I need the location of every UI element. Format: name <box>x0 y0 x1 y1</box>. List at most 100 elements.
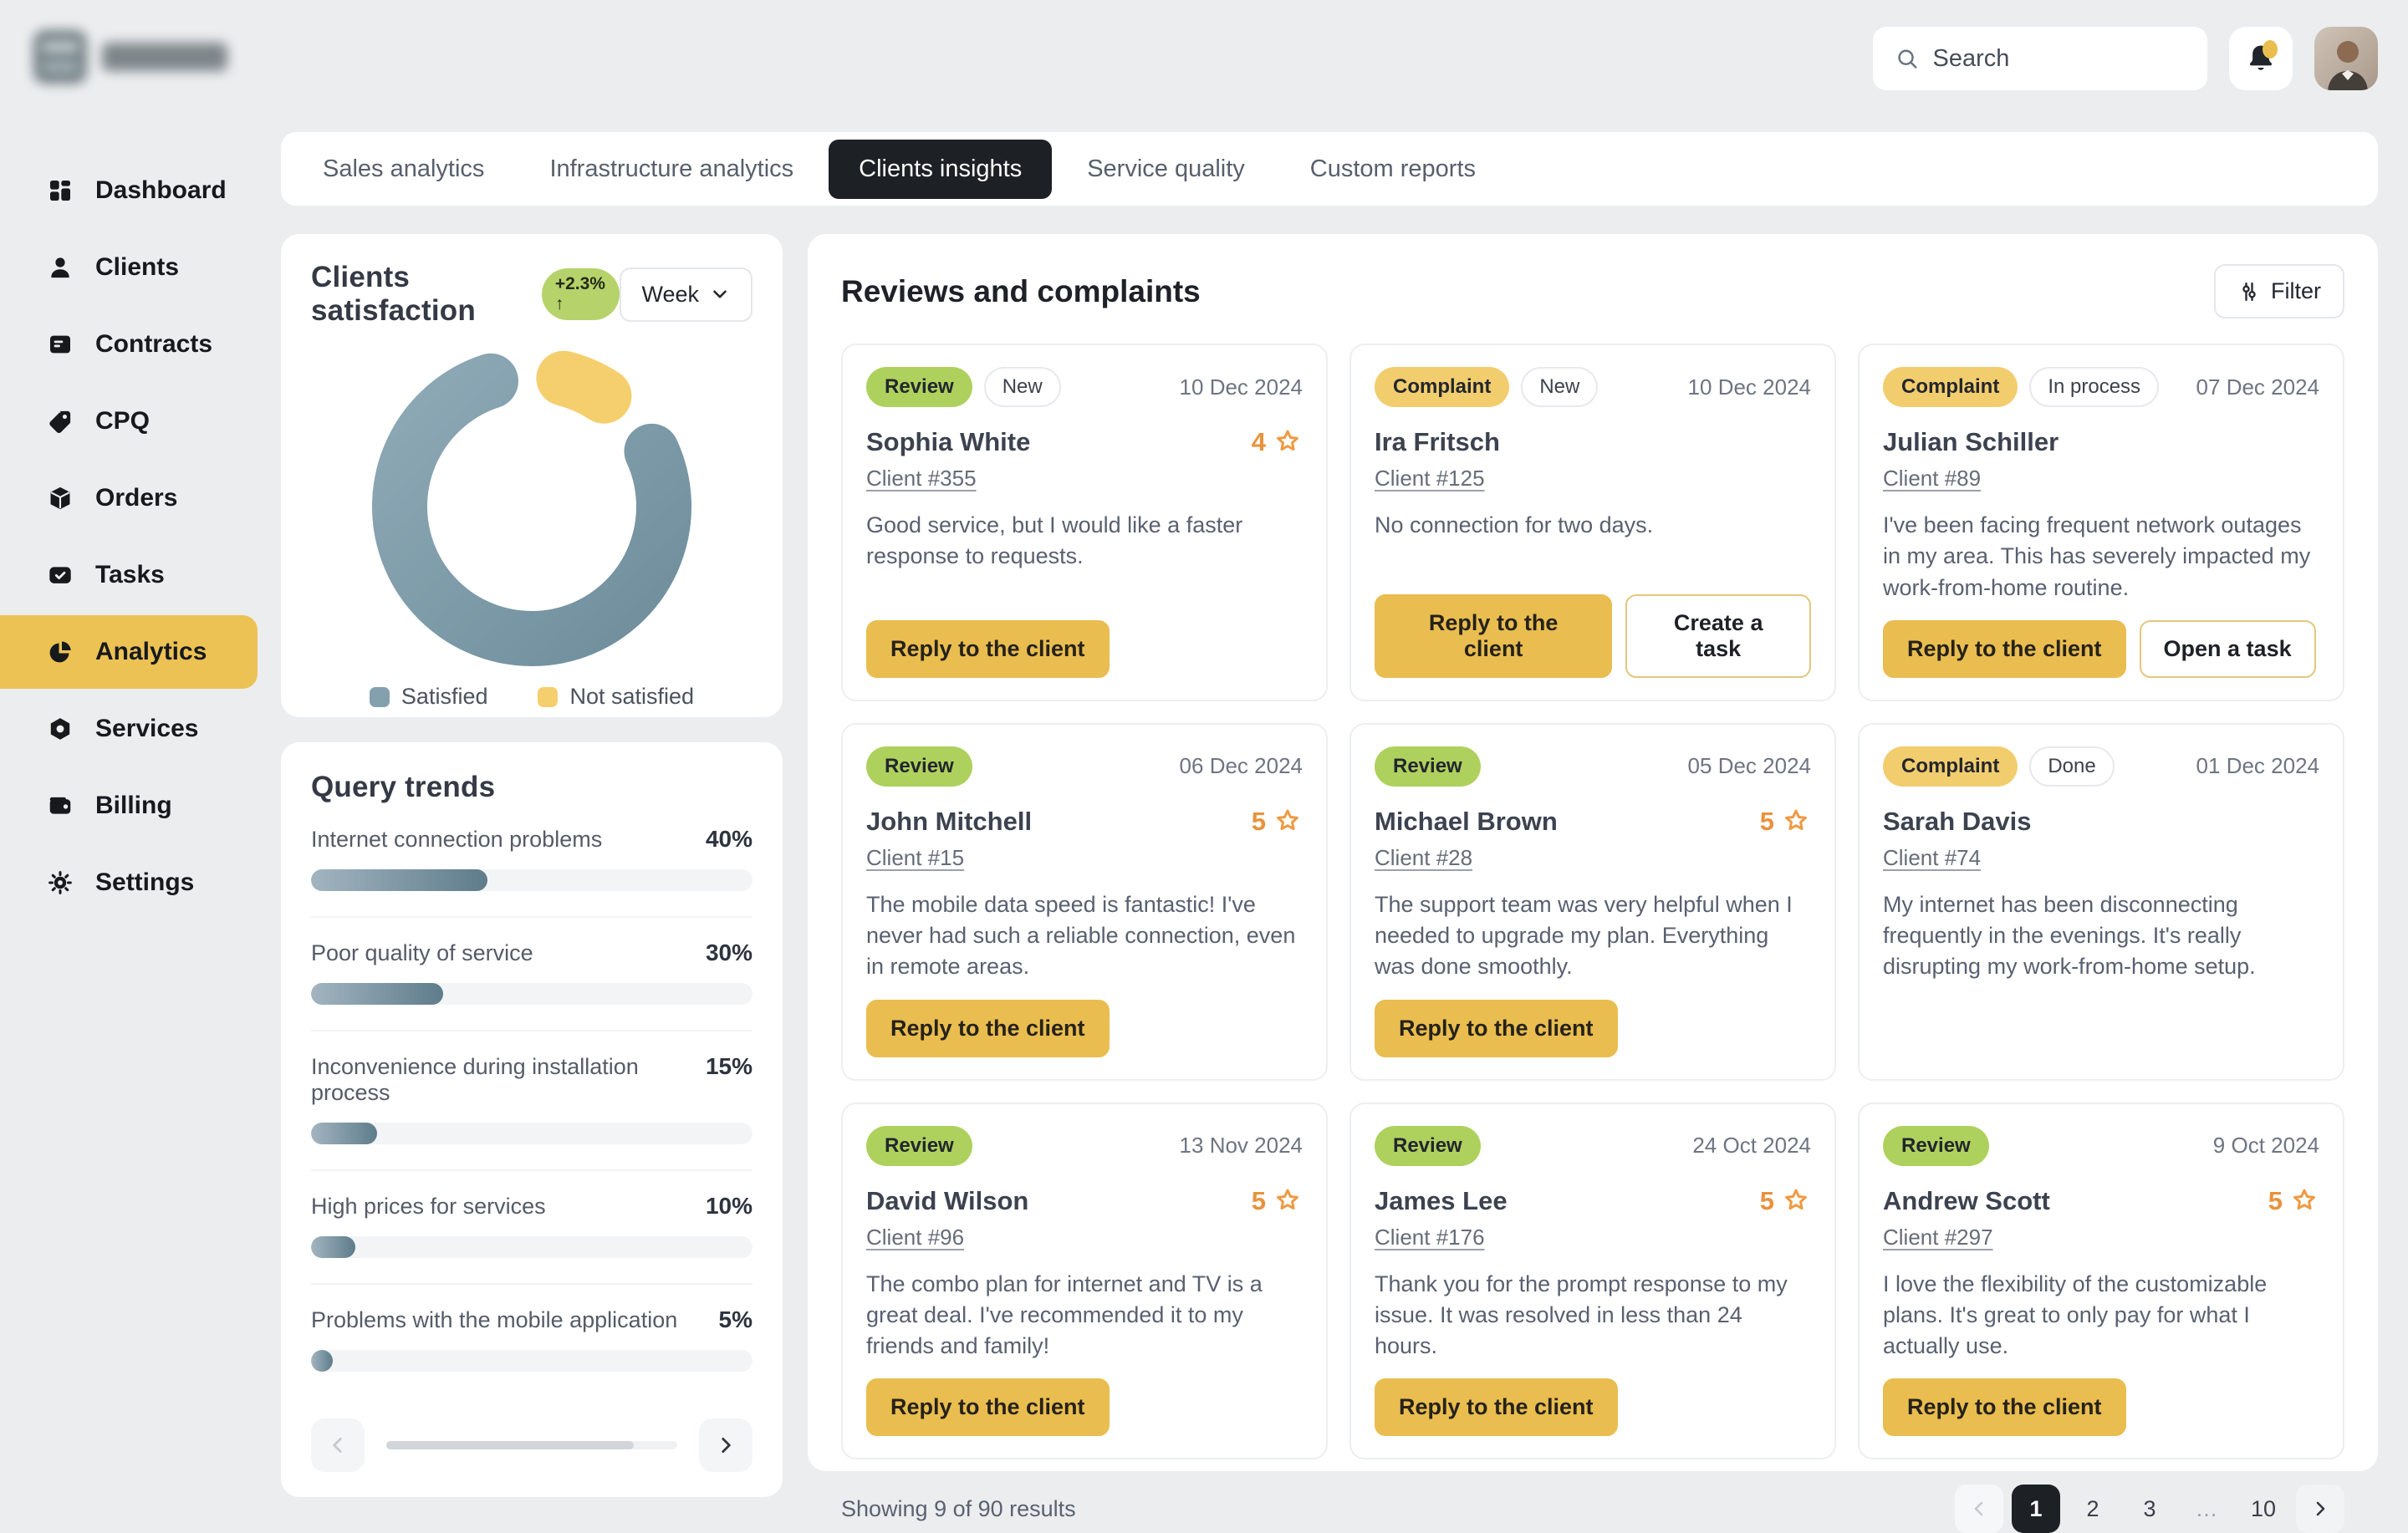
review-text: I've been facing frequent network outage… <box>1883 512 2311 600</box>
pagination: 1 2 3 … 10 <box>1955 1485 2344 1533</box>
card-date: 9 Oct 2024 <box>2212 1133 2319 1158</box>
sidebar-nav: Dashboard Clients Contracts CPQ Orders Tasks A… <box>0 152 276 921</box>
trend-value: 5% <box>718 1306 752 1332</box>
trends-carousel <box>311 1418 752 1472</box>
sidebar-item-settings[interactable]: Settings <box>0 846 276 919</box>
sidebar-item-clients[interactable]: Clients <box>0 231 276 304</box>
type-badge: Complaint <box>1883 746 2018 787</box>
brand-logo-wordmark <box>102 43 227 71</box>
reply-button[interactable]: Reply to the client <box>866 999 1110 1057</box>
reply-button[interactable]: Reply to the client <box>1375 1378 1618 1437</box>
tab-clients-insights[interactable]: Clients insights <box>829 139 1053 199</box>
trend-row: Inconvenience during installation proces… <box>311 1031 752 1171</box>
client-id-link[interactable]: Client #297 <box>1883 1224 1993 1250</box>
sidebar-item-analytics[interactable]: Analytics <box>0 615 258 689</box>
trend-value: 40% <box>705 826 752 852</box>
sidebar-item-label: Tasks <box>95 561 165 588</box>
reply-button[interactable]: Reply to the client <box>866 1378 1110 1437</box>
type-badge: Review <box>1375 746 1481 787</box>
sidebar-item-services[interactable]: Services <box>0 692 276 766</box>
client-id-link[interactable]: Client #28 <box>1375 844 1473 870</box>
reply-button[interactable]: Reply to the client <box>1375 593 1613 678</box>
review-text: The combo plan for internet and TV is a … <box>866 1271 1263 1359</box>
pagination-page-3[interactable]: 3 <box>2143 1495 2156 1521</box>
sidebar-item-label: CPQ <box>95 407 150 435</box>
create-a-task-button[interactable]: Create a task <box>1625 593 1811 678</box>
sidebar-item-billing[interactable]: Billing <box>0 769 276 843</box>
rating: 4 <box>1252 427 1303 457</box>
review-card: Review 9 Oct 2024 Andrew Scott 5 Client #297… <box>1858 1102 2344 1460</box>
rating-value: 5 <box>1251 806 1266 836</box>
reply-button[interactable]: Reply to the client <box>866 619 1110 678</box>
cpq-icon <box>47 408 74 435</box>
trend-value: 15% <box>705 1053 752 1079</box>
review-card: Review 06 Dec 2024 John Mitchell 5 Client #1… <box>841 722 1328 1081</box>
trend-bar-fill <box>311 983 444 1005</box>
pagination-page-1[interactable]: 1 <box>2012 1485 2060 1533</box>
client-id-link[interactable]: Client #74 <box>1883 844 1982 870</box>
sidebar-item-orders[interactable]: Orders <box>0 461 276 535</box>
donut-segment-not-satisfied <box>536 350 632 424</box>
chevron-left-icon <box>1974 1501 1983 1516</box>
avatar-photo <box>2314 27 2378 90</box>
carousel-prev-button[interactable] <box>311 1418 365 1472</box>
status-badge: New <box>983 367 1061 407</box>
search-input[interactable] <box>1932 44 2186 73</box>
star-icon <box>2293 1189 2315 1210</box>
trend-bar-fill <box>311 1123 378 1144</box>
query-trends-panel: Query trends Internet connection problem… <box>281 742 783 1497</box>
trend-label: Internet connection problems <box>311 827 603 852</box>
pagination-row: Showing 9 of 90 results 1 2 3 … 10 <box>841 1485 2344 1533</box>
reply-button[interactable]: Reply to the client <box>1883 619 2126 678</box>
reply-button[interactable]: Reply to the client <box>1375 999 1618 1057</box>
trend-label: Inconvenience during installation proces… <box>311 1054 639 1105</box>
sidebar: Dashboard Clients Contracts CPQ Orders Tasks A… <box>0 0 276 1505</box>
client-id-link[interactable]: Client #355 <box>866 466 977 491</box>
satisfaction-change-badge: +2.3% ↑ <box>541 268 620 320</box>
legend-item-not-satisfied: Not satisfied <box>538 684 694 710</box>
reply-button[interactable]: Reply to the client <box>1883 1378 2126 1437</box>
pagination-page-10[interactable]: 10 <box>2250 1495 2277 1521</box>
card-date: 05 Dec 2024 <box>1687 753 1811 779</box>
tab-service-quality[interactable]: Service quality <box>1087 155 1245 182</box>
pagination-prev-button[interactable] <box>1955 1485 2003 1533</box>
sidebar-item-contracts[interactable]: Contracts <box>0 308 276 381</box>
legend-label: Not satisfied <box>569 684 695 709</box>
pagination-next-button[interactable] <box>2296 1485 2344 1533</box>
notifications-button[interactable] <box>2229 27 2293 90</box>
card-date: 10 Dec 2024 <box>1687 374 1811 400</box>
tab-infrastructure-analytics[interactable]: Infrastructure analytics <box>549 155 794 182</box>
search-box[interactable] <box>1873 27 2207 90</box>
sidebar-item-tasks[interactable]: Tasks <box>0 538 276 612</box>
tab-sales-analytics[interactable]: Sales analytics <box>323 155 485 182</box>
satisfaction-donut-chart <box>372 350 691 666</box>
star-icon <box>1277 809 1298 830</box>
star-icon <box>1277 430 1298 451</box>
pagination-page-2[interactable]: 2 <box>2086 1495 2099 1521</box>
reviews-title: Reviews and complaints <box>841 273 1201 308</box>
client-id-link[interactable]: Client #89 <box>1883 466 1982 491</box>
rating: 5 <box>2268 1186 2319 1216</box>
rating-value: 5 <box>1759 1185 1774 1215</box>
carousel-scrollbar-thumb[interactable] <box>386 1441 634 1449</box>
carousel-next-button[interactable] <box>699 1418 752 1472</box>
sidebar-item-cpq[interactable]: CPQ <box>0 385 276 458</box>
filter-button[interactable]: Filter <box>2214 264 2344 318</box>
client-id-link[interactable]: Client #176 <box>1375 1224 1485 1250</box>
user-avatar[interactable] <box>2314 27 2378 90</box>
period-dropdown[interactable]: Week <box>620 267 752 322</box>
star-icon <box>1785 809 1807 830</box>
client-name: Ira Fritsch <box>1375 427 1500 456</box>
card-date: 10 Dec 2024 <box>1179 374 1303 400</box>
rating-value: 5 <box>1759 806 1774 836</box>
client-id-link[interactable]: Client #15 <box>866 844 965 870</box>
open-a-task-button[interactable]: Open a task <box>2139 619 2316 678</box>
rating-value: 5 <box>1251 1185 1266 1215</box>
tab-custom-reports[interactable]: Custom reports <box>1309 155 1477 182</box>
carousel-scrollbar[interactable] <box>386 1441 677 1449</box>
sidebar-item-dashboard[interactable]: Dashboard <box>0 154 276 227</box>
clients-icon <box>47 254 74 281</box>
rating-value: 5 <box>2268 1185 2283 1215</box>
client-id-link[interactable]: Client #125 <box>1375 466 1485 491</box>
client-id-link[interactable]: Client #96 <box>866 1224 965 1250</box>
